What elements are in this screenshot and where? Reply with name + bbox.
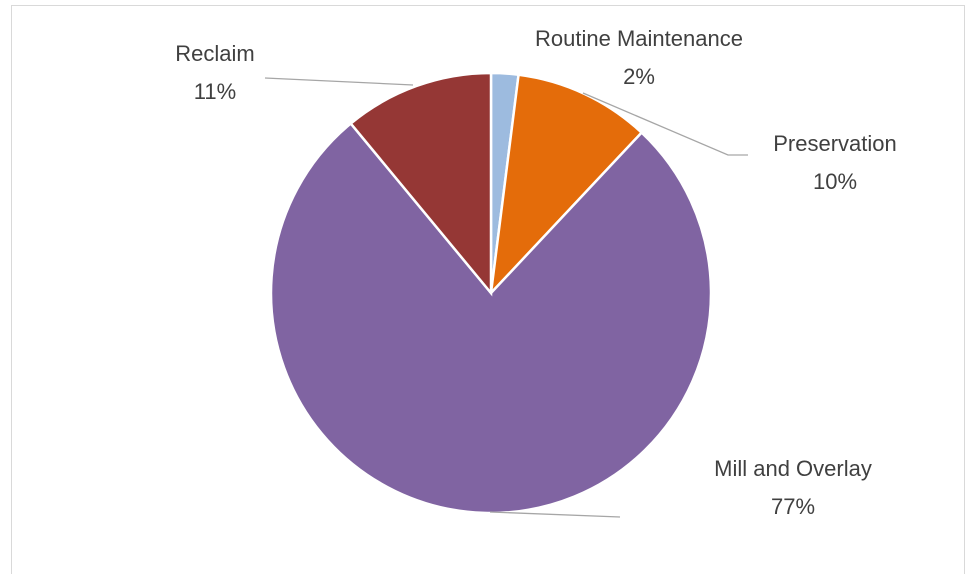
leader-line: [582, 92, 748, 156]
pie-slice: [269, 121, 713, 515]
leader-line: [489, 511, 621, 518]
slice-label: Routine Maintenance: [535, 26, 743, 51]
slice-value-label: 10%: [813, 169, 857, 194]
slice-value-label: 77%: [771, 494, 815, 519]
slice-label: Mill and Overlay: [714, 456, 872, 481]
slice-label: Preservation: [773, 131, 897, 156]
slice-label: Reclaim: [175, 41, 254, 66]
slice-value-label: 2%: [623, 64, 655, 89]
slice-value-label: 11%: [194, 79, 236, 104]
leader-line: [264, 77, 414, 86]
pie-slice: [349, 71, 493, 297]
pie: [269, 71, 713, 515]
